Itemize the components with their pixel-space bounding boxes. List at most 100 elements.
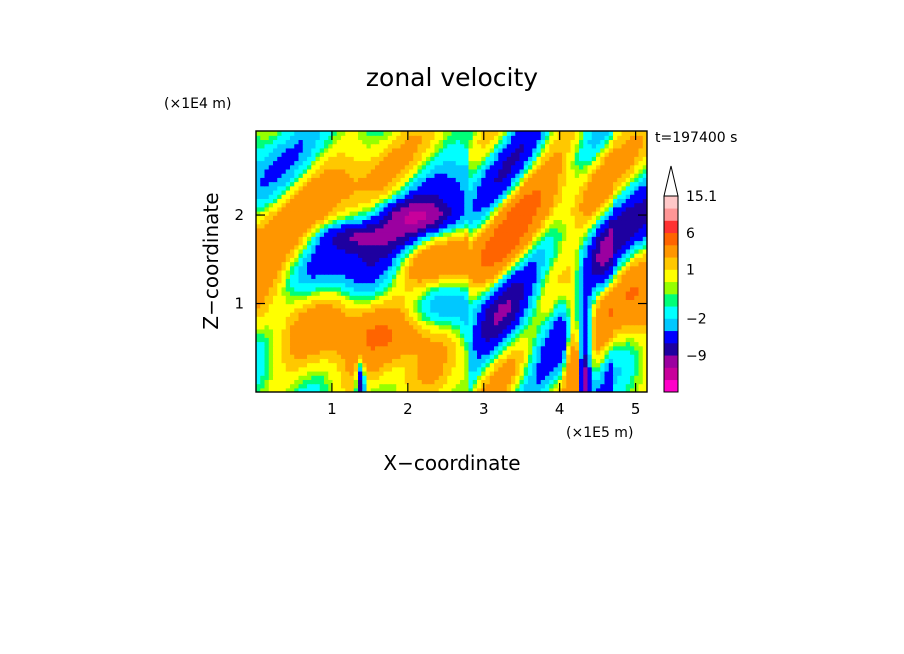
field-cell [417,328,423,334]
field-cell [621,269,627,275]
field-cell [383,333,389,338]
field-cell [404,320,410,326]
field-cell [277,168,283,174]
field-cell [634,269,640,275]
field-cell [472,362,478,368]
field-cell [549,307,555,313]
field-cell [345,223,351,229]
field-cell [566,370,572,376]
field-cell [264,198,270,204]
field-cell [600,312,606,317]
field-cell [545,354,550,359]
field-cell [379,286,385,292]
field-cell [625,349,631,355]
field-cell [557,253,563,258]
field-cell [545,206,550,212]
field-cell [485,354,491,359]
field-cell [443,173,448,178]
field-cell [277,232,283,237]
field-cell [332,160,338,166]
field-cell [438,253,444,258]
field-cell [273,227,278,233]
field-cell [341,379,346,385]
field-cell [438,185,444,191]
field-cell [570,286,576,292]
field-cell [451,253,457,258]
field-cell [332,181,338,187]
field-cell [392,168,397,174]
field-cell [349,219,355,225]
field-cell [336,227,342,233]
field-cell [502,341,508,347]
field-cell [498,324,504,330]
field-cell [345,324,351,330]
field-cell [302,383,308,389]
field-cell [426,307,431,313]
field-cell [549,278,555,284]
field-cell [540,173,546,178]
field-cell [315,358,321,364]
field-cell [600,215,606,221]
field-cell [277,324,283,330]
field-cell [268,265,274,271]
field-cell [621,219,627,225]
field-cell [417,202,423,208]
field-cell [455,206,461,212]
field-cell [634,320,640,326]
field-cell [421,189,427,195]
field-cell [485,173,491,178]
field-cell [625,244,631,250]
field-cell [596,324,601,330]
field-cell [540,223,546,229]
field-cell [332,185,338,191]
field-cell [264,349,270,355]
field-cell [353,375,359,380]
field-cell [277,164,283,170]
field-cell [583,370,589,376]
field-cell [345,333,351,338]
field-cell [341,299,346,305]
field-cell [353,320,359,326]
field-cell [290,160,295,166]
field-cell [302,215,308,221]
field-cell [413,358,419,364]
field-cell [379,303,385,309]
field-cell [268,181,274,187]
field-cell [294,290,300,296]
field-cell [528,290,533,296]
field-cell [536,177,542,183]
field-cell [587,324,593,330]
field-cell [268,177,274,183]
field-cell [268,253,274,258]
field-cell [583,362,589,368]
field-cell [319,316,325,322]
field-cell [328,261,334,267]
field-cell [345,337,351,343]
field-cell [387,387,393,392]
field-cell [460,383,465,389]
field-cell [583,387,589,392]
field-cell [315,236,321,242]
field-cell [604,337,610,343]
field-cell [468,177,474,183]
field-cell [540,219,546,225]
field-cell [298,387,304,392]
field-cell [464,173,470,178]
field-cell [375,198,380,204]
field-cell [515,223,521,229]
field-cell [502,299,508,305]
field-cell [413,261,419,267]
field-cell [298,181,304,187]
field-cell [532,387,538,392]
field-cell [642,282,647,288]
field-cell [438,337,444,343]
field-cell [634,370,640,376]
field-cell [506,345,512,351]
field-cell [532,383,538,389]
field-cell [481,379,487,385]
field-cell [447,362,453,368]
field-cell [562,240,567,246]
field-cell [460,295,465,300]
field-cell [468,337,474,343]
field-cell [489,219,495,225]
